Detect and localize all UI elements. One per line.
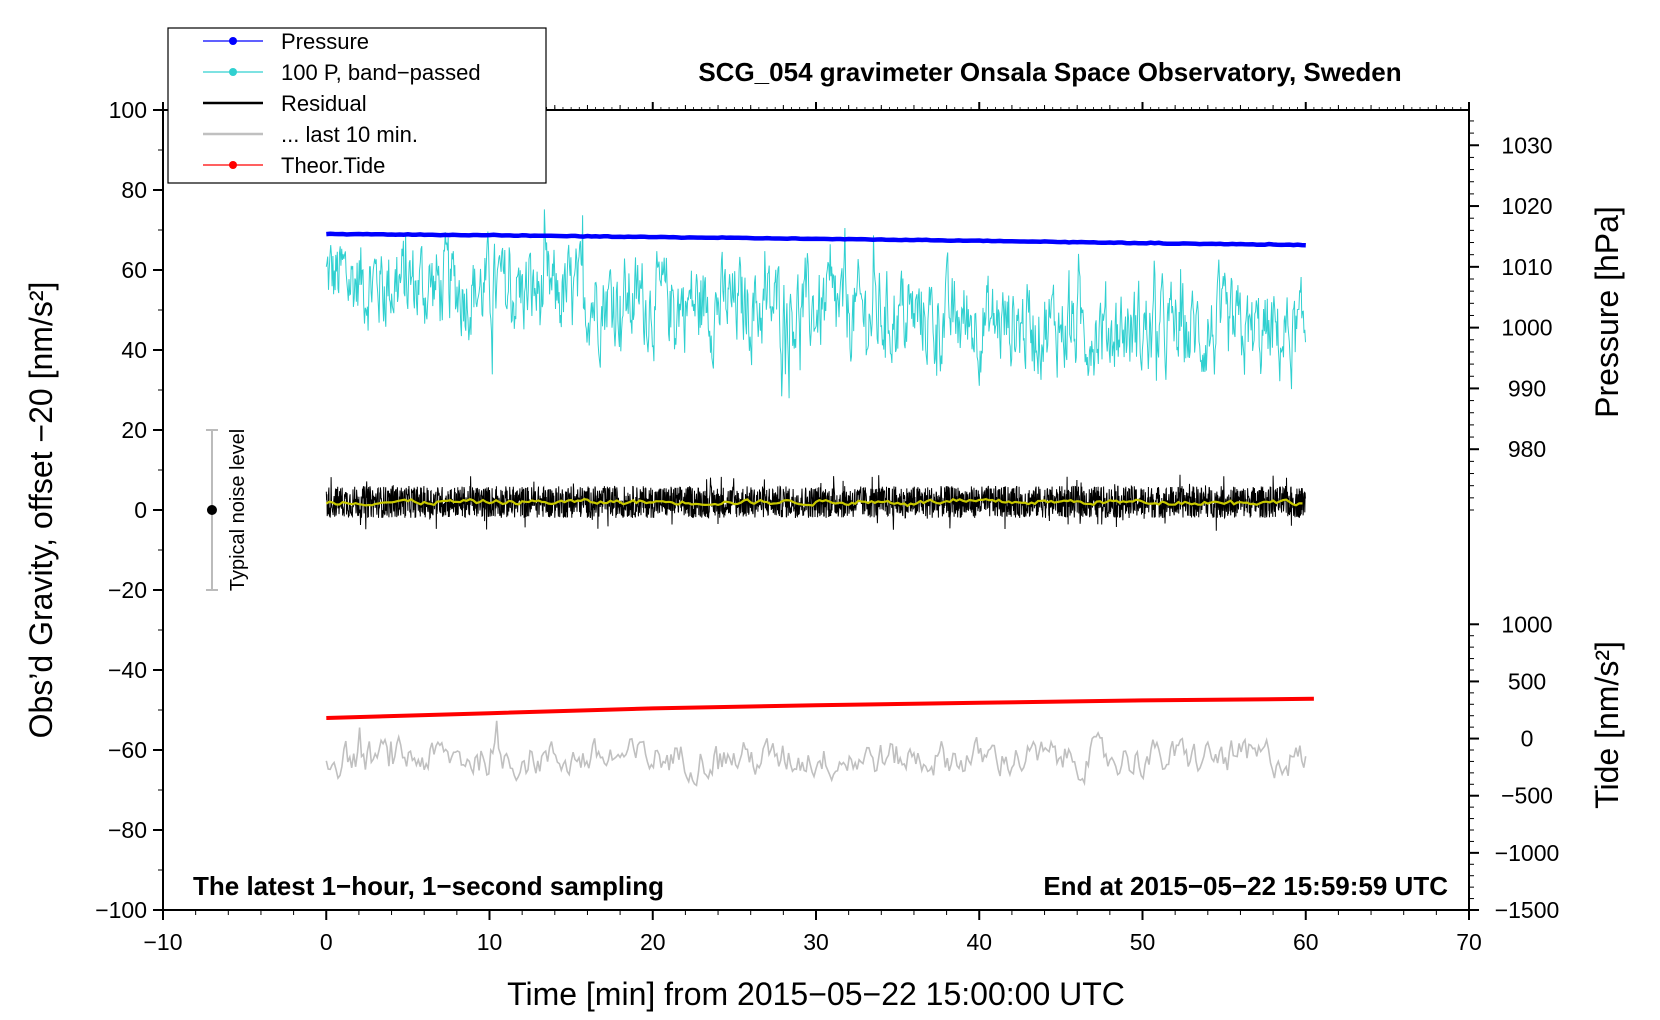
- x-tick-label: 30: [803, 929, 829, 955]
- sampling-annotation: The latest 1−hour, 1−second sampling: [193, 871, 664, 901]
- y-tick-label: −20: [108, 577, 147, 603]
- legend-label: 100 P, band−passed: [281, 60, 481, 85]
- x-tick-label: 50: [1130, 929, 1156, 955]
- y-tick-label: −40: [108, 657, 147, 683]
- x-tick-label: 20: [640, 929, 666, 955]
- series-pressure-line: [326, 231, 1306, 248]
- y-axis-ticks: −100 −80 −60 −40 −20 0 20 40 60 80 100: [95, 97, 163, 923]
- series-residual-mean-line: [325, 497, 1303, 508]
- tide-tick-label: −500: [1501, 783, 1553, 809]
- y-tick-label: 0: [134, 497, 147, 523]
- legend-label: Residual: [281, 91, 367, 116]
- x-tick-label: 0: [320, 929, 333, 955]
- tide-axis-title: Tide [nm/s²]: [1589, 641, 1625, 809]
- series-last10-line: [325, 720, 1307, 787]
- tide-tick-label: −1000: [1495, 840, 1560, 866]
- chart-title: SCG_054 gravimeter Onsala Space Observat…: [698, 57, 1401, 87]
- noise-label: Typical noise level: [227, 429, 249, 591]
- pressure-tick-label: 1020: [1501, 193, 1552, 219]
- series-layer: [325, 209, 1314, 787]
- tide-tick-label: −1500: [1495, 897, 1560, 923]
- y-tick-label: −80: [108, 817, 147, 843]
- y-tick-label: −60: [108, 737, 147, 763]
- legend: Pressure 100 P, band−passed Residual ... la…: [167, 27, 547, 184]
- y-tick-label: 20: [121, 417, 147, 443]
- tide-axis-ticks: −1500 −1000 −500 0 500 1000: [1469, 611, 1559, 923]
- y-tick-label: −100: [95, 897, 147, 923]
- tide-tick-label: 500: [1508, 668, 1546, 694]
- x-tick-label: 60: [1293, 929, 1319, 955]
- y-tick-label: 100: [109, 97, 147, 123]
- x-tick-label: −10: [143, 929, 182, 955]
- x-tick-label: 10: [477, 929, 503, 955]
- pressure-tick-label: 1010: [1501, 254, 1552, 280]
- series-tide-line: [326, 696, 1314, 720]
- legend-swatch-dot: [229, 37, 237, 45]
- pressure-tick-label: 980: [1508, 436, 1546, 462]
- legend-label: ... last 10 min.: [281, 122, 418, 147]
- tide-tick-label: 1000: [1501, 611, 1552, 637]
- legend-label: Pressure: [281, 29, 369, 54]
- y-tick-label: 80: [121, 177, 147, 203]
- pressure-tick-label: 1030: [1501, 132, 1552, 158]
- pressure-axis-title: Pressure [hPa]: [1589, 206, 1625, 418]
- legend-box: [167, 27, 547, 184]
- x-axis-title: Time [min] from 2015−05−22 15:00:00 UTC: [507, 976, 1125, 1012]
- pressure-tick-label: 990: [1508, 375, 1546, 401]
- y-tick-label: 40: [121, 337, 147, 363]
- x-tick-label: 40: [966, 929, 992, 955]
- noise-level-marker: Typical noise level: [205, 429, 249, 591]
- x-axis-ticks: −10 0 10 20 30 40 50 60 70: [143, 102, 1482, 955]
- noise-center-dot: [206, 505, 217, 515]
- y-axis-title: Obs’d Gravity, offset −20 [nm/s²]: [23, 282, 59, 739]
- legend-swatch-dot: [229, 68, 237, 76]
- series-band-passed-line: [325, 209, 1306, 399]
- x-tick-label: 70: [1456, 929, 1482, 955]
- tide-tick-label: 0: [1521, 726, 1534, 752]
- y-tick-label: 60: [121, 257, 147, 283]
- pressure-axis-ticks: 980 990 1000 1010 1020 1030: [1469, 120, 1553, 511]
- legend-swatch-dot: [229, 161, 237, 169]
- legend-label: Theor.Tide: [281, 153, 385, 178]
- end-time-annotation: End at 2015−05−22 15:59:59 UTC: [1043, 871, 1448, 901]
- series-residual-line: [325, 474, 1306, 531]
- pressure-tick-label: 1000: [1501, 315, 1552, 341]
